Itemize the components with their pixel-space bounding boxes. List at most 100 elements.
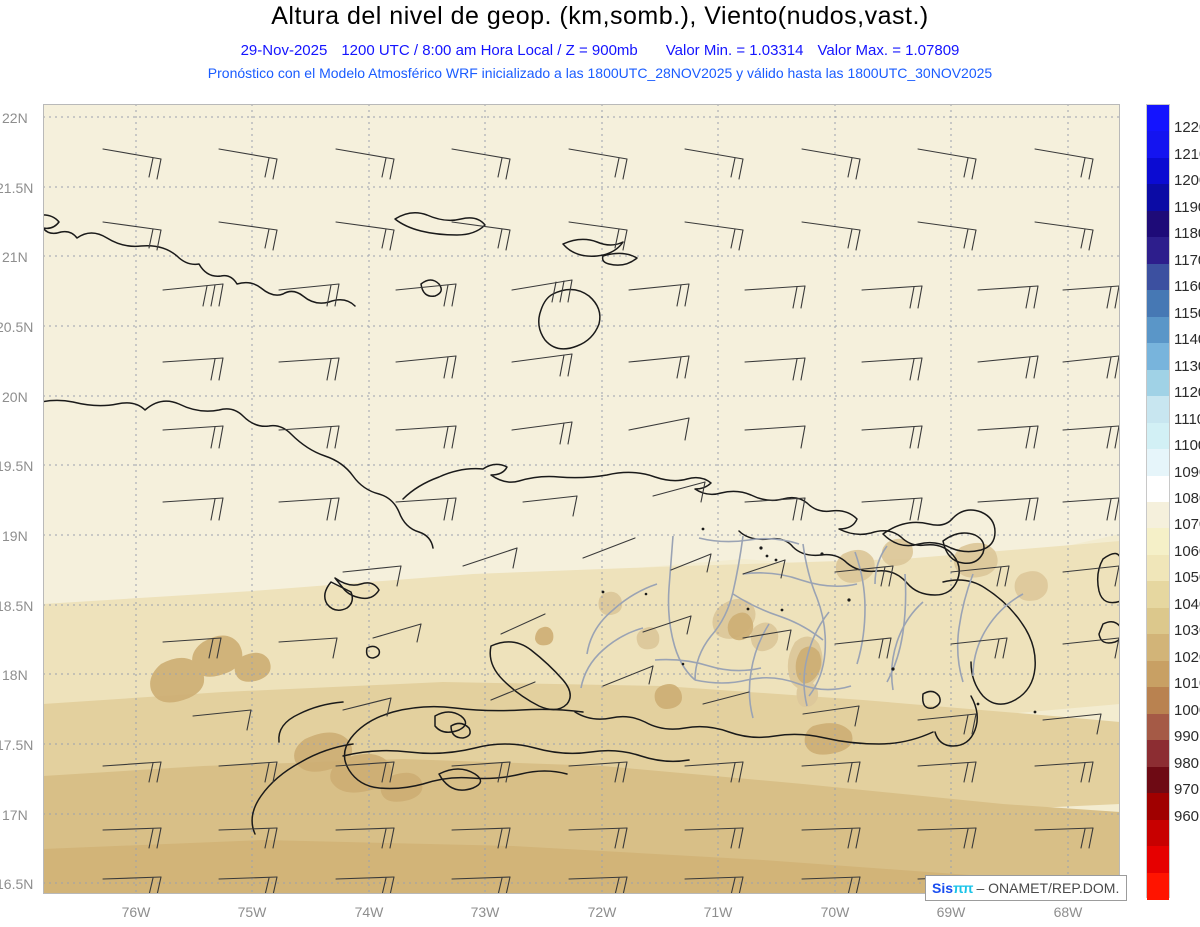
y-tick-19N: 19N <box>2 528 28 544</box>
colorbar-segment <box>1147 343 1169 371</box>
colorbar-tick-1180: 1180 <box>1174 225 1200 243</box>
forecast-metadata-line: 29-Nov-2025 1200 UTC / 8:00 am Hora Local… <box>240 42 960 59</box>
colorbar-segment <box>1147 713 1169 741</box>
colorbar-tick-1020: 1020 <box>1174 648 1200 666</box>
value-max-label: Valor Max. = 1.07809 <box>817 42 960 59</box>
coastlines <box>43 212 1120 835</box>
colorbar-tick-1150: 1150 <box>1174 304 1200 322</box>
watermark-dash: – <box>976 880 985 896</box>
y-tick-21N: 21N <box>2 249 28 265</box>
colorbar-segment <box>1147 184 1169 212</box>
y-tick-20N: 20N <box>2 389 28 405</box>
forecast-local-time: 8:00 am Hora Local <box>422 42 554 59</box>
model-validity-line: Pronóstico con el Modelo Atmosférico WRF… <box>207 65 993 81</box>
x-tick-75W: 75W <box>237 904 267 920</box>
forecast-run-time: 1200 UTC <box>341 42 410 59</box>
x-tick-69W: 69W <box>936 904 966 920</box>
forecast-date: 29-Nov-2025 <box>240 42 328 59</box>
y-tick-17.5N: 17.5N <box>0 737 34 753</box>
colorbar-tick-1140: 1140 <box>1174 331 1200 349</box>
colorbar-tick-970: 970 <box>1174 781 1200 799</box>
wind-barbs <box>102 148 1120 894</box>
watermark-brand-sis: Sis <box>932 880 954 896</box>
map-canvas <box>43 104 1120 894</box>
colorbar-tick-1040: 1040 <box>1174 595 1200 613</box>
colorbar-tick-1030: 1030 <box>1174 622 1200 640</box>
colorbar-tick-1090: 1090 <box>1174 463 1200 481</box>
shading-1020 <box>43 840 1120 894</box>
colorbar-tick-990: 990 <box>1174 728 1200 746</box>
colorbar-tick-980: 980 <box>1174 754 1200 772</box>
colorbar-tick-1050: 1050 <box>1174 569 1200 587</box>
colorbar-tick-1130: 1130 <box>1174 357 1200 375</box>
x-tick-71W: 71W <box>703 904 733 920</box>
colorbar-segment <box>1147 369 1169 397</box>
terrain-highlights-dark <box>150 612 853 802</box>
y-tick-17N: 17N <box>2 807 28 823</box>
colorbar-segment <box>1147 819 1169 847</box>
colorbar-segment <box>1147 237 1169 265</box>
y-tick-18.5N: 18.5N <box>0 598 34 614</box>
colorbar-tick-1220: 1220 <box>1174 119 1200 137</box>
y-tick-21.5N: 21.5N <box>0 180 34 196</box>
colorbar-segment <box>1147 422 1169 450</box>
watermark-brand-tt: ππ <box>953 880 973 896</box>
colorbar-segment <box>1147 554 1169 582</box>
x-tick-70W: 70W <box>820 904 850 920</box>
colorbar-segment <box>1147 766 1169 794</box>
colorbar-segment <box>1147 263 1169 291</box>
x-tick-68W: 68W <box>1053 904 1083 920</box>
colorbar-tick-1210: 1210 <box>1174 145 1200 163</box>
y-tick-16.5N: 16.5N <box>0 876 34 892</box>
shading-1070 <box>43 104 1120 644</box>
colorbar-tick-1200: 1200 <box>1174 172 1200 190</box>
colorbar-tick-1070: 1070 <box>1174 516 1200 534</box>
colorbar-tick-1000: 1000 <box>1174 701 1200 719</box>
city-dots <box>601 527 1037 714</box>
y-tick-19.5N: 19.5N <box>0 458 34 474</box>
x-tick-74W: 74W <box>354 904 384 920</box>
y-tick-20.5N: 20.5N <box>0 319 34 335</box>
colorbar-segment <box>1147 449 1169 477</box>
colorbar-segment <box>1147 131 1169 159</box>
colorbar-segment <box>1147 740 1169 768</box>
colorbar-segment <box>1147 793 1169 821</box>
colorbar-segment <box>1147 290 1169 318</box>
colorbar-segment <box>1147 660 1169 688</box>
colorbar-tick-1080: 1080 <box>1174 490 1200 507</box>
x-tick-73W: 73W <box>470 904 500 920</box>
header-block: Altura del nivel de geop. (km,somb.), Vi… <box>0 0 1200 92</box>
province-boundaries <box>580 535 1024 719</box>
colorbar-tick-1170: 1170 <box>1174 251 1200 269</box>
colorbar-tick-1160: 1160 <box>1174 278 1200 296</box>
x-tick-76W: 76W <box>121 904 151 920</box>
colorbar-segment <box>1147 157 1169 185</box>
colorbar[interactable] <box>1146 104 1170 900</box>
map-plot-area[interactable] <box>43 104 1120 894</box>
colorbar-segment <box>1147 607 1169 635</box>
colorbar-segment <box>1147 316 1169 344</box>
colorbar-tick-1190: 1190 <box>1174 198 1200 216</box>
value-min-label: Valor Min. = 1.03314 <box>665 42 804 59</box>
colorbar-segment <box>1147 528 1169 556</box>
colorbar-segment <box>1147 396 1169 424</box>
colorbar-segment <box>1147 687 1169 715</box>
colorbar-segment <box>1147 634 1169 662</box>
colorbar-segment <box>1147 502 1169 530</box>
colorbar-segment <box>1147 210 1169 238</box>
colorbar-segment <box>1147 475 1169 503</box>
y-tick-18N: 18N <box>2 667 28 683</box>
page-title: Altura del nivel de geop. (km,somb.), Vi… <box>271 2 929 30</box>
y-tick-22N: 22N <box>2 110 28 126</box>
watermark-agency-text: ONAMET/REP.DOM. <box>988 880 1120 896</box>
colorbar-segment <box>1147 581 1169 609</box>
forecast-level: Z = 900mb <box>565 42 638 59</box>
watermark-agency: – ONAMET/REP.DOM. <box>976 880 1119 896</box>
x-tick-72W: 72W <box>587 904 617 920</box>
colorbar-segment <box>1147 872 1169 900</box>
colorbar-segment <box>1147 846 1169 874</box>
